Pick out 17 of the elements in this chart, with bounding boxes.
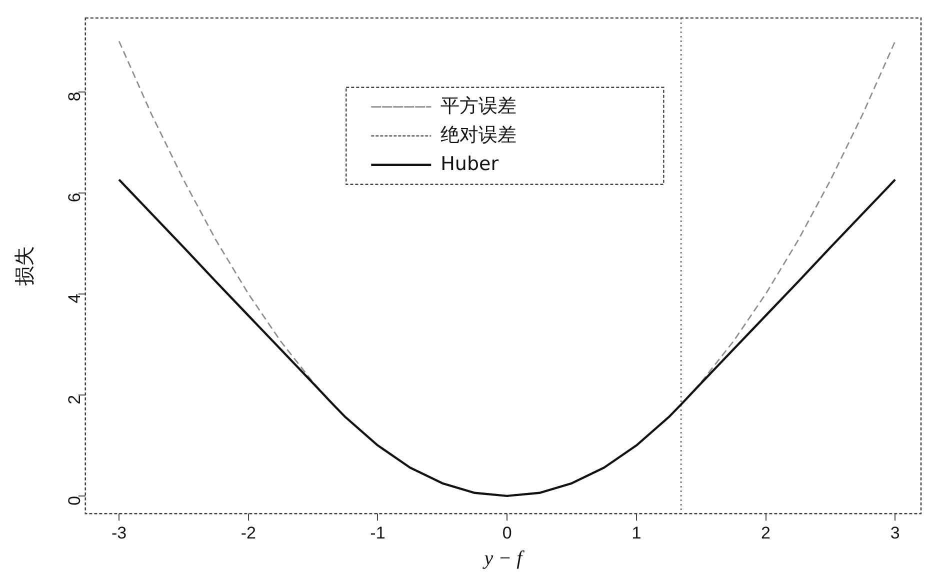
x-tick-label: 0: [502, 523, 512, 542]
y-tick-label: 8: [65, 92, 84, 102]
x-tick-label: -2: [240, 523, 256, 542]
x-tick-label: -1: [370, 523, 386, 542]
legend-label: 平方误差: [440, 94, 517, 117]
x-tick-label: -3: [111, 523, 127, 542]
x-tick-label: 2: [761, 523, 771, 542]
legend-label: 绝对误差: [440, 124, 517, 146]
y-tick-label: 4: [65, 294, 84, 304]
y-tick-label: 6: [65, 192, 84, 202]
y-tick-label: 0: [65, 496, 84, 506]
x-tick-label: 1: [632, 523, 642, 542]
x-tick-label: 3: [890, 523, 900, 542]
legend-label: Huber: [440, 152, 499, 175]
x-axis-title: y − f: [482, 547, 525, 570]
y-axis-title: 损失: [12, 246, 36, 286]
y-tick-label: 2: [65, 394, 84, 404]
